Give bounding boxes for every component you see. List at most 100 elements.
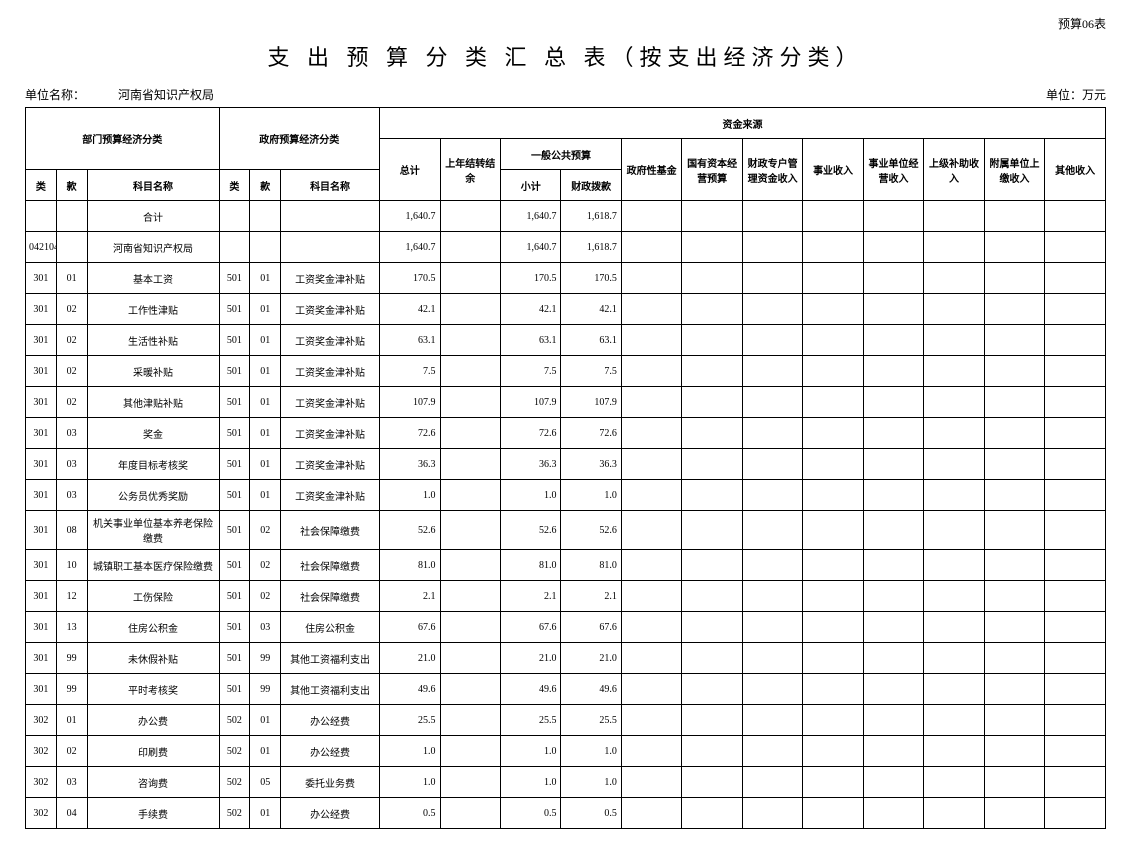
cell (984, 263, 1044, 294)
cell: 81.0 (561, 550, 621, 581)
cell: 67.6 (500, 612, 560, 643)
table-row: 30113住房公积金50103住房公积金67.667.667.6 (26, 612, 1106, 643)
cell: 办公经费 (281, 705, 380, 736)
cell (803, 736, 863, 767)
cell: 302 (26, 798, 57, 829)
cell (742, 325, 802, 356)
cell (742, 201, 802, 232)
cell (1045, 674, 1106, 705)
cell: 25.5 (380, 705, 440, 736)
cell (803, 480, 863, 511)
cell: 工伤保险 (87, 581, 219, 612)
cell: 01 (56, 263, 87, 294)
cell: 02 (56, 294, 87, 325)
table-row: 30201办公费50201办公经费25.525.525.5 (26, 705, 1106, 736)
cell: 302 (26, 767, 57, 798)
cell: 01 (250, 480, 281, 511)
cell (863, 798, 923, 829)
cell (1045, 201, 1106, 232)
cell (742, 705, 802, 736)
cell (682, 550, 742, 581)
cell (621, 550, 681, 581)
th-carry: 上年结转结余 (440, 139, 500, 201)
table-row: 30101基本工资50101工资奖金津补贴170.5170.5170.5 (26, 263, 1106, 294)
cell: 住房公积金 (281, 612, 380, 643)
cell: 99 (250, 674, 281, 705)
cell: 52.6 (380, 511, 440, 550)
cell: 301 (26, 325, 57, 356)
cell (984, 387, 1044, 418)
cell (984, 705, 1044, 736)
cell (621, 581, 681, 612)
cell (924, 550, 984, 581)
cell (440, 736, 500, 767)
cell (440, 356, 500, 387)
th-lei2: 类 (219, 170, 250, 201)
cell (863, 201, 923, 232)
cell (281, 201, 380, 232)
cell (742, 612, 802, 643)
th-other: 其他收入 (1045, 139, 1106, 201)
cell: 81.0 (380, 550, 440, 581)
cell (924, 449, 984, 480)
cell: 奖金 (87, 418, 219, 449)
cell (440, 449, 500, 480)
cell (1045, 736, 1106, 767)
cell: 301 (26, 294, 57, 325)
cell: 502 (219, 705, 250, 736)
cell (1045, 767, 1106, 798)
cell: 工资奖金津补贴 (281, 480, 380, 511)
cell: 02 (56, 356, 87, 387)
cell (984, 550, 1044, 581)
cell (219, 232, 250, 263)
cell: 01 (56, 705, 87, 736)
cell (863, 612, 923, 643)
th-subtotal: 小计 (500, 170, 560, 201)
th-lei: 类 (26, 170, 57, 201)
cell (1045, 325, 1106, 356)
cell: 7.5 (500, 356, 560, 387)
cell: 01 (250, 798, 281, 829)
cell: 08 (56, 511, 87, 550)
cell: 1.0 (380, 767, 440, 798)
cell (1045, 263, 1106, 294)
cell: 302 (26, 705, 57, 736)
th-total: 总计 (380, 139, 440, 201)
cell (440, 767, 500, 798)
cell (803, 325, 863, 356)
cell (863, 325, 923, 356)
top-label: 预算06表 (25, 15, 1106, 32)
cell: 501 (219, 356, 250, 387)
cell (984, 798, 1044, 829)
cell (803, 798, 863, 829)
cell (984, 674, 1044, 705)
cell: 301 (26, 612, 57, 643)
cell: 1,640.7 (500, 232, 560, 263)
cell: 72.6 (561, 418, 621, 449)
cell (281, 232, 380, 263)
cell (863, 736, 923, 767)
cell: 01 (250, 449, 281, 480)
cell: 02 (56, 387, 87, 418)
cell: 办公经费 (281, 736, 380, 767)
th-fiscal: 财政拨款 (561, 170, 621, 201)
cell (803, 263, 863, 294)
cell (440, 581, 500, 612)
cell: 工资奖金津补贴 (281, 356, 380, 387)
cell (621, 263, 681, 294)
cell (924, 294, 984, 325)
cell (984, 294, 1044, 325)
cell (621, 511, 681, 550)
cell (621, 201, 681, 232)
cell: 12 (56, 581, 87, 612)
cell: 301 (26, 449, 57, 480)
cell: 501 (219, 294, 250, 325)
cell (984, 356, 1044, 387)
cell: 301 (26, 511, 57, 550)
cell (1045, 294, 1106, 325)
cell: 工资奖金津补贴 (281, 387, 380, 418)
cell (924, 798, 984, 829)
cell: 工资奖金津补贴 (281, 418, 380, 449)
cell: 13 (56, 612, 87, 643)
cell (803, 356, 863, 387)
